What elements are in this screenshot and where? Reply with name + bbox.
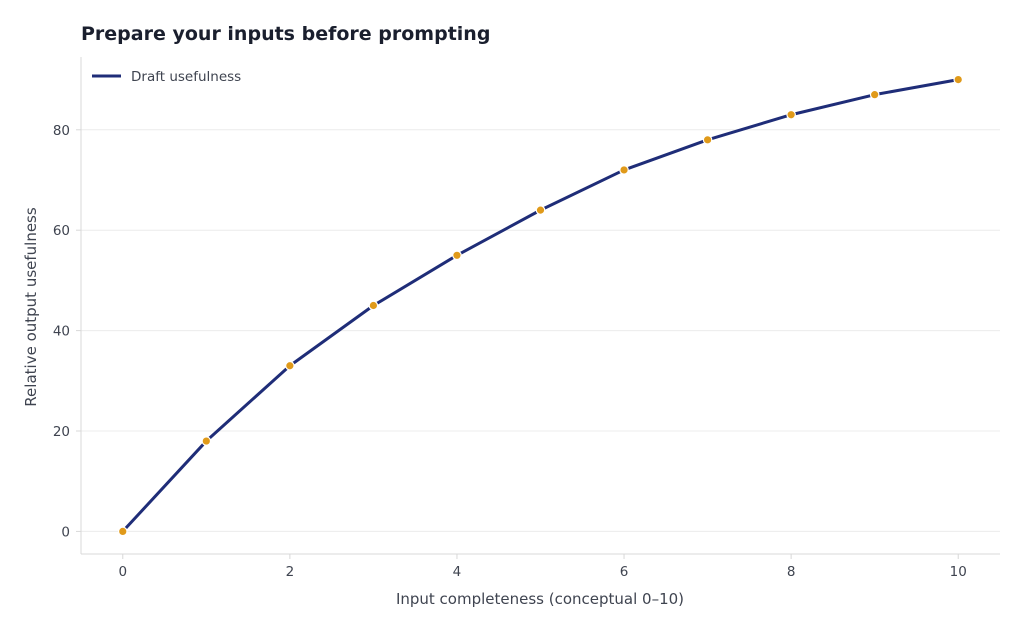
gridlines — [81, 129, 1000, 532]
data-point-0-0 — [117, 526, 128, 537]
data-point-0-10 — [953, 74, 964, 85]
x-tick-label-2: 4 — [453, 564, 462, 580]
data-point-0-5 — [535, 205, 546, 215]
y-tick-label-4: 80 — [53, 123, 70, 139]
x-tick-label-5: 10 — [950, 564, 967, 580]
x-tick-label-3: 6 — [620, 564, 629, 580]
axes-spines — [80, 57, 1000, 555]
y-tick-label-2: 40 — [53, 324, 70, 340]
series-layer — [117, 74, 964, 537]
x-axis-label: Input completeness (conceptual 0–10) — [396, 590, 684, 608]
data-point-0-3 — [368, 300, 379, 311]
data-point-0-2 — [285, 360, 295, 371]
y-tick-label-3: 60 — [53, 223, 70, 239]
y-axis-ticks: 0 20 40 60 80 — [53, 123, 81, 540]
data-point-0-1 — [201, 436, 212, 446]
x-axis-ticks: 0 2 4 6 8 10 — [118, 554, 967, 580]
x-tick-label-4: 8 — [787, 564, 796, 580]
data-point-0-9 — [869, 89, 880, 100]
series-line-0 — [121, 78, 960, 533]
chart-title: Prepare your inputs before prompting — [81, 23, 490, 45]
legend: Draft usefulness — [92, 69, 241, 85]
data-point-0-7 — [702, 135, 713, 145]
x-tick-label-1: 2 — [286, 564, 295, 580]
legend-label: Draft usefulness — [131, 69, 241, 85]
data-point-0-4 — [452, 250, 462, 261]
y-axis-label: Relative output usefulness — [22, 207, 40, 407]
x-tick-label-0: 0 — [118, 564, 127, 580]
y-tick-label-0: 0 — [61, 524, 70, 540]
y-tick-label-1: 20 — [53, 424, 70, 440]
data-point-0-6 — [619, 165, 629, 175]
data-point-0-8 — [786, 109, 796, 120]
